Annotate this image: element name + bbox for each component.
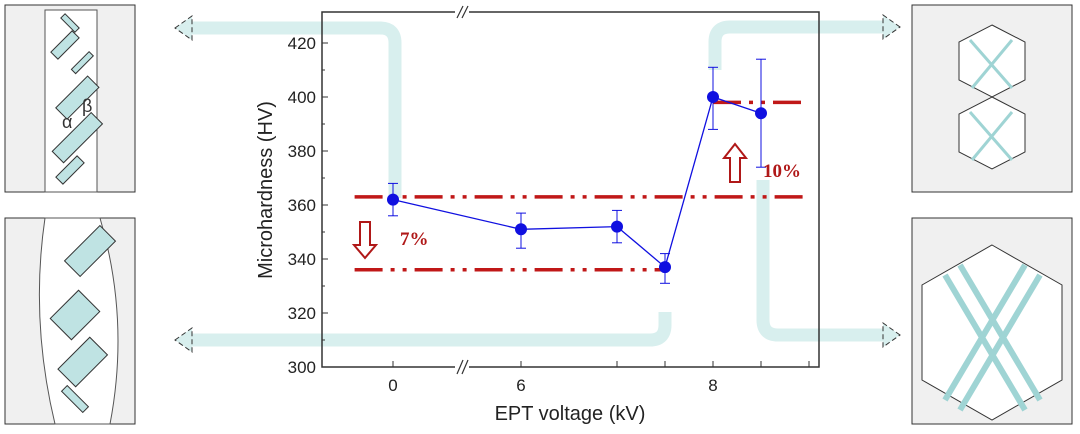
panel-bottom-left xyxy=(4,217,136,425)
x-tick-label: 0 xyxy=(388,376,397,395)
y-tick-label: 360 xyxy=(288,196,316,215)
panel-bottom-right xyxy=(911,217,1073,425)
y-tick-label: 320 xyxy=(288,304,316,323)
data-point xyxy=(611,220,623,233)
panel-top-right xyxy=(911,4,1073,193)
y-axis-label: Microhardness (HV) xyxy=(255,101,277,279)
y-tick-label: 420 xyxy=(288,34,316,53)
y-tick-label: 380 xyxy=(288,142,316,161)
data-point xyxy=(515,223,527,236)
data-point xyxy=(387,193,399,206)
alpha-label: α xyxy=(62,112,72,132)
y-tick-label: 300 xyxy=(288,358,316,377)
flow-arrows xyxy=(174,14,901,353)
data-point xyxy=(659,261,671,274)
x-tick-label: 8 xyxy=(708,376,717,395)
series-line xyxy=(392,96,762,269)
annotation-decrease: 7% xyxy=(400,229,429,250)
panel-top-left: α β xyxy=(4,4,136,193)
plot-frame xyxy=(321,11,820,368)
arrow-decrease-icon xyxy=(351,221,379,260)
annotation-increase: 10% xyxy=(763,161,801,182)
beta-label: β xyxy=(82,96,92,116)
data-point xyxy=(755,107,767,120)
data-point xyxy=(707,91,719,103)
x-axis-label: EPT voltage (kV) xyxy=(495,403,646,425)
axis-break-marks xyxy=(455,5,469,375)
arrow-increase-icon xyxy=(721,142,749,183)
x-tick-label: 6 xyxy=(516,376,525,395)
y-tick-label: 340 xyxy=(288,250,316,269)
y-tick-label: 400 xyxy=(288,88,316,107)
